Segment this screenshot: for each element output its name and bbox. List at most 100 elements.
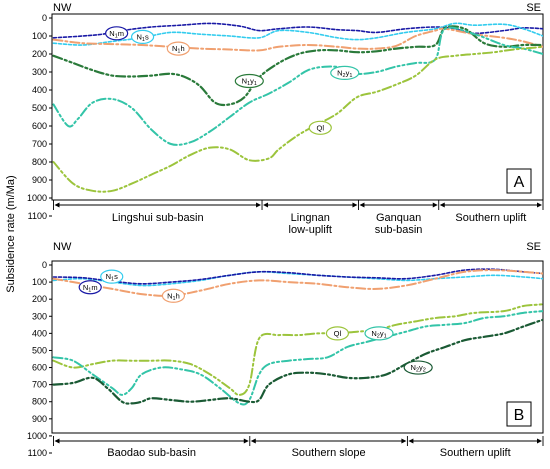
series-line-ql (52, 303, 543, 396)
badge-label-part: N (172, 44, 177, 53)
y-tick-label: 200 (32, 49, 47, 59)
region-arrow-right (432, 202, 438, 208)
y-tick-label: 800 (32, 397, 47, 407)
badge-label-part: 2 (377, 333, 380, 339)
panel-label: B (514, 407, 525, 424)
series-badge-n2y2: N2y2 (403, 360, 433, 375)
series-line-n1h (52, 27, 543, 52)
badge-label: N2y1 (337, 69, 352, 80)
region-arrow-left (54, 202, 60, 208)
panel-label-box (506, 168, 532, 194)
badge-outline (364, 326, 394, 341)
y-tick-label: 1100 (28, 448, 47, 458)
series-line-n2y1 (52, 26, 543, 146)
badge-outline (130, 29, 155, 45)
corner-label-left: NW (53, 2, 72, 14)
badge-outline (100, 269, 124, 284)
series-badge-n2y1: N2y1 (364, 326, 394, 341)
badge-outline (403, 360, 433, 375)
badge-label-part: l (322, 123, 324, 132)
region-label: Southern uplift (455, 212, 526, 224)
region-arrow-right (243, 438, 249, 444)
region-label: Baodao sub-basin (107, 447, 196, 459)
badge-label: N1y1 (242, 77, 257, 88)
series-line-n2y2 (52, 318, 543, 405)
badge-label: Ql (317, 123, 325, 132)
badge-outline (234, 73, 264, 89)
corner-label-right: SE (526, 241, 541, 253)
badge-label: N1s (106, 272, 118, 283)
badge-label-part: Q (317, 123, 323, 132)
y-tick-label: 900 (32, 175, 47, 185)
panel-b: 0 100 200 300 400 500 600 700 800 900 1000 1100 NW SE… (27, 241, 544, 459)
y-tick-label: 700 (32, 380, 47, 390)
region-arrow-left (408, 438, 414, 444)
series-line-n1h (52, 269, 543, 297)
panel-a: 0 100 200 300 400 500 600 700 800 900 1000 1100 NW SE… (27, 2, 544, 236)
badge-label-part: m (91, 283, 97, 292)
badge-label-part: 1 (384, 333, 387, 339)
region-label-line2: sub-basin (375, 224, 423, 236)
badge-label-part: Q (334, 329, 340, 338)
region-label: Southern uplift (440, 447, 511, 459)
series-badge-n2y1: N2y1 (330, 65, 360, 81)
series-line-ql (52, 45, 543, 193)
region-1: Southern slope (250, 438, 407, 459)
badge-outline (166, 41, 190, 56)
badge-outline (325, 326, 350, 341)
badge-outline (105, 26, 129, 41)
region-arrow-left (263, 202, 269, 208)
y-tick-label: 300 (32, 67, 47, 77)
y-tick-label: 1000 (27, 431, 47, 441)
badge-label: N1h (167, 291, 180, 302)
badge-label: Ql (334, 329, 342, 338)
y-tick-label: 800 (32, 157, 47, 167)
y-tick-label: 600 (32, 121, 47, 131)
badge-label-part: N (109, 29, 114, 38)
badge-label-part: 2 (343, 73, 346, 79)
y-tick-label: 500 (32, 345, 47, 355)
badge-label: N1m (109, 29, 124, 40)
series-badge-n1s: N1s (100, 269, 124, 284)
badge-label-part: N (106, 272, 111, 281)
badge-label: N1h (172, 44, 185, 55)
badge-label: N2y2 (411, 363, 426, 374)
badge-label-part: y (250, 77, 254, 86)
y-tick-label: 200 (32, 294, 47, 304)
series-badge-n1m: N1m (105, 26, 129, 41)
badge-outline (161, 288, 186, 303)
y-tick-label: 700 (32, 139, 47, 149)
series-badge-n1h: N1h (166, 41, 190, 56)
plot-frame (51, 13, 544, 201)
badge-label-part: y (346, 69, 350, 78)
corner-label-left: NW (53, 241, 72, 253)
series-group (52, 22, 543, 193)
badge-label-part: N (167, 291, 172, 300)
series-line-n2y1 (52, 310, 543, 406)
badge-label: N1s (136, 33, 148, 44)
badge-label-part: N (371, 329, 376, 338)
badge-label-part: N (337, 69, 342, 78)
y-tick-label: 1100 (28, 211, 47, 221)
region-label: Ganquan (376, 212, 421, 224)
badge-outline (78, 280, 102, 295)
series-badge-n1m: N1m (78, 280, 102, 295)
region-arrow-right (537, 202, 542, 208)
region-label: Lingnan (291, 212, 330, 224)
series-badge-ql: Ql (325, 326, 350, 341)
badge-label-part: 1 (349, 73, 352, 79)
region-arrow-left (359, 202, 365, 208)
y-tick-label: 600 (32, 363, 47, 373)
badge-label-part: 1 (115, 33, 118, 39)
corner-label-right: SE (526, 2, 541, 14)
region-3: Southern uplift (439, 202, 542, 224)
y-tick-label: 400 (32, 328, 47, 338)
region-arrow-right (401, 438, 407, 444)
y-tick-label: 500 (32, 103, 47, 113)
badge-label-part: y (380, 329, 384, 338)
badge-label-part: 2 (423, 368, 426, 374)
badge-label-part: N (242, 77, 247, 86)
badge-label-part: l (339, 329, 341, 338)
